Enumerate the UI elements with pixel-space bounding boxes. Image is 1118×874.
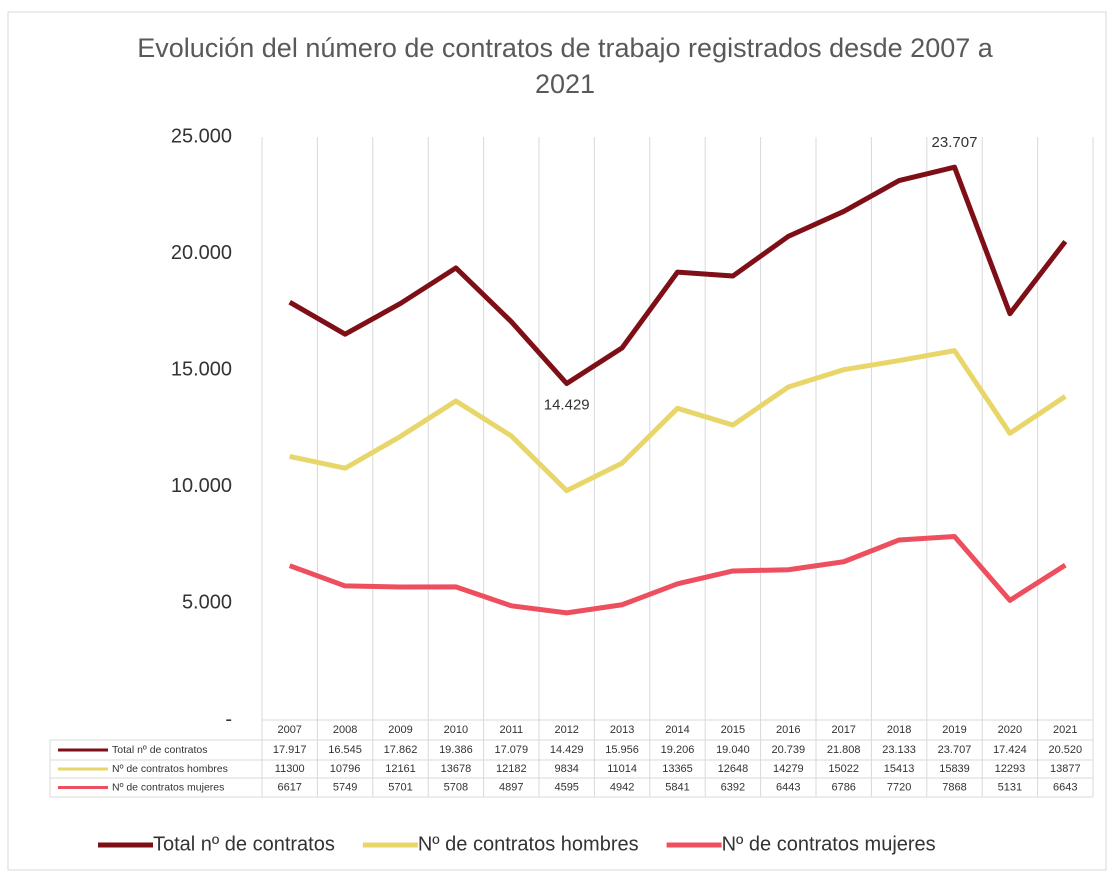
table-cell: 7868: [942, 781, 966, 793]
table-cell: 17.079: [494, 744, 528, 756]
table-cell: 13678: [441, 763, 472, 775]
y-tick-label: 20.000: [171, 242, 232, 264]
table-cell: 12648: [718, 763, 749, 775]
x-tick-label: 2012: [554, 724, 578, 736]
legend-label: Total nº de contratos: [153, 833, 335, 855]
y-tick-label: 15.000: [171, 358, 232, 380]
table-cell: 15839: [939, 763, 970, 775]
table-cell: 6643: [1053, 781, 1077, 793]
table-cell: 11300: [275, 763, 305, 775]
line: [288, 534, 1067, 616]
table-cell: 17.862: [384, 744, 418, 756]
table-cell: 13365: [662, 763, 693, 775]
table-cell: 19.206: [661, 744, 695, 756]
table-cell: 21.808: [827, 744, 861, 756]
x-tick-label: 2013: [610, 724, 634, 736]
table-cell: 20.739: [771, 744, 805, 756]
x-tick-label: 2011: [499, 724, 523, 736]
table-cell: 5749: [333, 781, 357, 793]
table-cell: 4897: [499, 781, 523, 793]
table-row-label: Nº de contratos mujeres: [112, 781, 224, 793]
data-label: 23.707: [932, 134, 978, 151]
table-cell: 4595: [554, 781, 578, 793]
y-tick-label: 10.000: [171, 475, 232, 497]
table-cell: 5701: [388, 781, 412, 793]
table-cell: 11014: [607, 763, 637, 775]
y-tick-label: 5.000: [182, 592, 232, 614]
table-cell: 6786: [831, 781, 855, 793]
table-cell: 17.424: [993, 744, 1027, 756]
table-cell: 19.386: [439, 744, 473, 756]
table-cell: 12293: [995, 763, 1026, 775]
table-cell: 16.545: [328, 744, 362, 756]
table-cell: 6617: [277, 781, 301, 793]
table-cell: 6392: [721, 781, 745, 793]
x-tick-label: 2008: [333, 724, 357, 736]
x-tick-label: 2018: [887, 724, 911, 736]
table-cell: 6443: [776, 781, 800, 793]
table-cell: 14.429: [550, 744, 584, 756]
table-cell: 12161: [385, 763, 416, 775]
x-tick-label: 2016: [776, 724, 800, 736]
table-cell: 10796: [330, 763, 361, 775]
table-row-label: Nº de contratos hombres: [112, 763, 228, 775]
table-cell: 15022: [828, 763, 859, 775]
table-cell: 20.520: [1048, 744, 1082, 756]
table-cell: 13877: [1050, 763, 1081, 775]
table-cell: 7720: [887, 781, 911, 793]
table-cell: 17.917: [273, 744, 307, 756]
data-label: 14.429: [544, 396, 590, 413]
x-tick-label: 2021: [1053, 724, 1077, 736]
line: [288, 164, 1068, 387]
y-tick-label: 25.000: [171, 125, 232, 147]
x-tick-label: 2014: [665, 724, 689, 736]
y-tick-label: -: [225, 708, 232, 730]
table-cell: 5131: [998, 781, 1022, 793]
x-tick-label: 2009: [388, 724, 412, 736]
table-cell: 23.133: [882, 744, 916, 756]
table-row-label: Total nº de contratos: [112, 744, 207, 756]
chart-border: [7, 11, 1107, 871]
line: [289, 348, 1067, 494]
table-cell: 12182: [496, 763, 527, 775]
table-cell: 15.956: [605, 744, 639, 756]
table-cell: 19.040: [716, 744, 750, 756]
x-tick-label: 2020: [998, 724, 1022, 736]
table-cell: 9834: [554, 763, 578, 775]
x-tick-label: 2015: [721, 724, 745, 736]
legend-label: Nº de contratos mujeres: [722, 833, 936, 855]
x-tick-label: 2007: [277, 724, 301, 736]
table-cell: 4942: [610, 781, 634, 793]
x-tick-label: 2010: [444, 724, 468, 736]
table-cell: 14279: [773, 763, 804, 775]
table-cell: 15413: [884, 763, 915, 775]
x-tick-label: 2017: [831, 724, 855, 736]
x-tick-label: 2019: [942, 724, 966, 736]
table-cell: 23.707: [938, 744, 972, 756]
legend-label: Nº de contratos hombres: [418, 833, 639, 855]
table-cell: 5708: [444, 781, 468, 793]
table-cell: 5841: [665, 781, 689, 793]
chart-title: Evolución del número de contratos de tra…: [137, 33, 993, 99]
